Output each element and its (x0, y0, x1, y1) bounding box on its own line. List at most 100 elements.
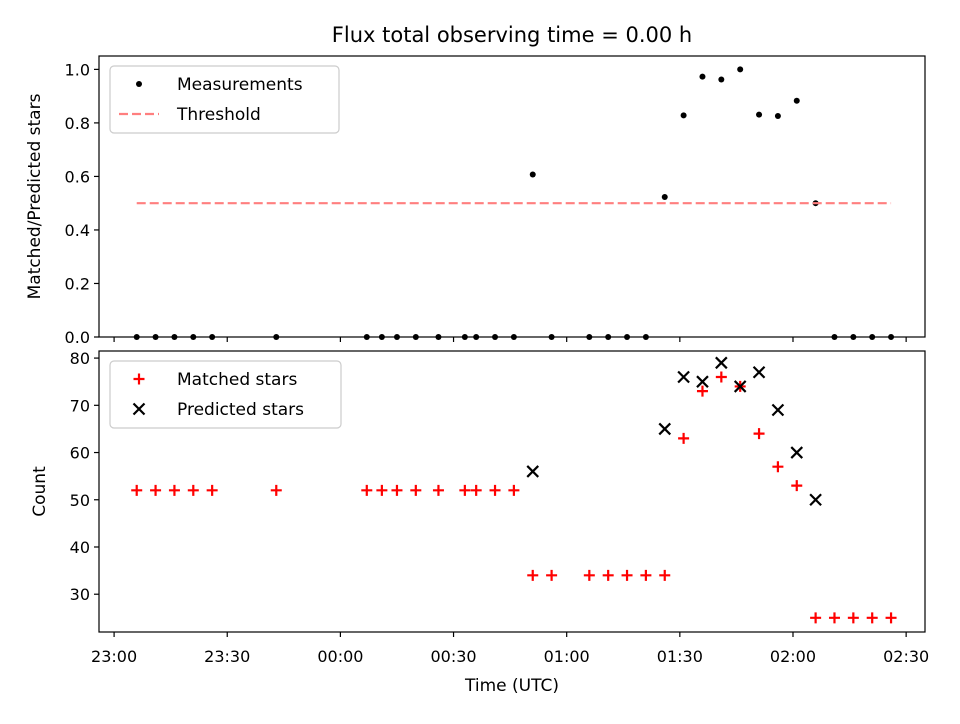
ratio-series-0-point-24 (718, 76, 725, 83)
ratio-series-0-point-8 (393, 334, 400, 340)
count-series-0-point-31 (847, 612, 859, 624)
count-series-0-point-20 (640, 569, 652, 581)
ratio-series-0-point-18 (605, 334, 612, 340)
count-y-tick-label-5: 80 (70, 349, 90, 368)
count-series-0-point-24 (715, 371, 727, 383)
ratio-series-0-point-19 (624, 334, 631, 340)
count-y-axis-label: Count (30, 466, 50, 517)
count-y-tick-label-4: 70 (70, 396, 90, 415)
ratio-series-0-point-4 (209, 334, 216, 340)
ratio-legend-label-1: Threshold (176, 105, 261, 125)
ratio-series-0-point-16 (548, 334, 555, 340)
count-series-0-point-19 (621, 569, 633, 581)
count-series-1-point-1 (658, 422, 672, 436)
count-series-1-point-5 (733, 380, 747, 393)
ratio-y-tick-label-4: 0.8 (65, 114, 90, 133)
count-series-1 (526, 356, 822, 507)
x-tick-label-3: 00:30 (430, 647, 476, 666)
x-tick-label-7: 02:30 (883, 647, 929, 666)
panel-bottom-counts: 23:00 23:30 00:00 00:30 01:00 01:30 02:00 02:30… (30, 349, 929, 666)
count-legend-handle-1 (132, 402, 146, 416)
count-y-tick-label-0: 30 (70, 585, 90, 604)
ratio-series-0-point-13 (492, 334, 499, 340)
count-series-1-point-6 (752, 365, 766, 379)
ratio-series-0-point-23 (699, 73, 706, 80)
count-series-0-point-9 (410, 484, 422, 496)
ratio-series-0-point-1 (152, 334, 159, 340)
x-tick-label-1: 23:30 (204, 647, 250, 666)
count-series-0-point-8 (391, 484, 403, 496)
ratio-series-0-point-33 (888, 334, 895, 340)
count-series-0-point-33 (885, 612, 897, 624)
count-series-0 (131, 371, 897, 624)
ratio-series-0-point-15 (529, 171, 536, 178)
count-series-1-point-8 (790, 446, 804, 459)
ratio-series-0-point-9 (412, 334, 419, 340)
count-series-0-point-5 (270, 484, 282, 496)
ratio-series-0-point-7 (378, 334, 385, 340)
count-legend-handle-0 (133, 373, 145, 385)
count-series-0-point-4 (206, 484, 218, 496)
ratio-y-tick-label-2: 0.4 (65, 221, 90, 240)
count-series-0-point-12 (470, 484, 482, 496)
count-legend: Matched stars Predicted stars (109, 360, 342, 429)
ratio-series-0-point-5 (273, 334, 280, 340)
x-tick-label-0: 23:00 (91, 647, 137, 666)
ratio-series-0-point-3 (190, 334, 197, 340)
count-series-1-point-4 (715, 356, 728, 370)
count-series-0-point-3 (187, 484, 199, 496)
ratio-series-0-point-2 (171, 334, 178, 340)
ratio-series-0-point-21 (661, 194, 668, 201)
count-series-0-point-32 (866, 612, 878, 624)
count-series-0-point-13 (489, 484, 501, 496)
count-series-0-point-6 (361, 484, 373, 496)
x-tick-label-4: 01:00 (544, 647, 590, 666)
ratio-y-tick-label-3: 0.6 (65, 167, 90, 186)
ratio-series-0-point-20 (642, 334, 649, 340)
count-series-0-point-14 (508, 484, 520, 496)
count-series-0-point-7 (376, 484, 388, 496)
ratio-legend-handle-0 (136, 81, 142, 87)
ratio-series-0-point-28 (793, 97, 800, 104)
count-series-1-point-2 (677, 370, 690, 384)
ratio-series-0-point-12 (473, 334, 480, 340)
count-axes-frame (98, 350, 926, 633)
x-tick-label-6: 02:00 (770, 647, 816, 666)
x-tick-label-2: 00:00 (317, 647, 363, 666)
ratio-series-0-point-25 (737, 66, 744, 73)
ratio-series-0-point-30 (831, 334, 838, 340)
ratio-series-0-point-32 (869, 334, 876, 340)
ratio-y-axis-label: Matched/Predicted stars (25, 93, 45, 299)
count-series-0-point-18 (602, 569, 614, 581)
count-y-tick-label-3: 60 (70, 444, 90, 463)
ratio-legend: Measurements Threshold (109, 65, 340, 134)
ratio-series-0-point-11 (461, 334, 468, 340)
ratio-series-0-point-14 (510, 334, 517, 340)
count-series-0-point-27 (772, 461, 784, 473)
ratio-series-0 (133, 66, 895, 340)
count-y-tick-label-2: 50 (70, 491, 90, 510)
panel-top-ratio: 0.0 0.2 0.4 0.6 0.8 1.0 Matched/Predicted star… (25, 55, 926, 347)
count-series-0-point-11 (459, 484, 471, 496)
x-tick-label-5: 01:30 (657, 647, 703, 666)
ratio-y-tick-label-1: 0.2 (65, 274, 90, 293)
ratio-series-0-point-6 (363, 334, 370, 340)
ratio-legend-box (109, 65, 340, 134)
count-legend-label-0: Matched stars (177, 370, 297, 390)
ratio-series-0-point-17 (586, 334, 593, 340)
count-series-0-point-28 (791, 480, 803, 492)
count-series-0-point-26 (753, 428, 765, 440)
count-series-1-point-7 (771, 403, 785, 417)
count-series-0-point-10 (432, 484, 444, 496)
count-series-1-point-3 (696, 375, 709, 388)
ratio-series-0-point-27 (774, 112, 781, 119)
count-series-0-point-30 (828, 612, 840, 624)
ratio-y-tick-label-0: 0.0 (65, 328, 90, 347)
count-series-0-point-2 (168, 484, 180, 496)
count-series-1-point-0 (526, 465, 540, 478)
count-series-0-point-17 (583, 569, 595, 581)
ratio-series-0-point-0 (133, 334, 140, 340)
chart-title: Flux total observing time = 0.00 h (332, 23, 692, 47)
